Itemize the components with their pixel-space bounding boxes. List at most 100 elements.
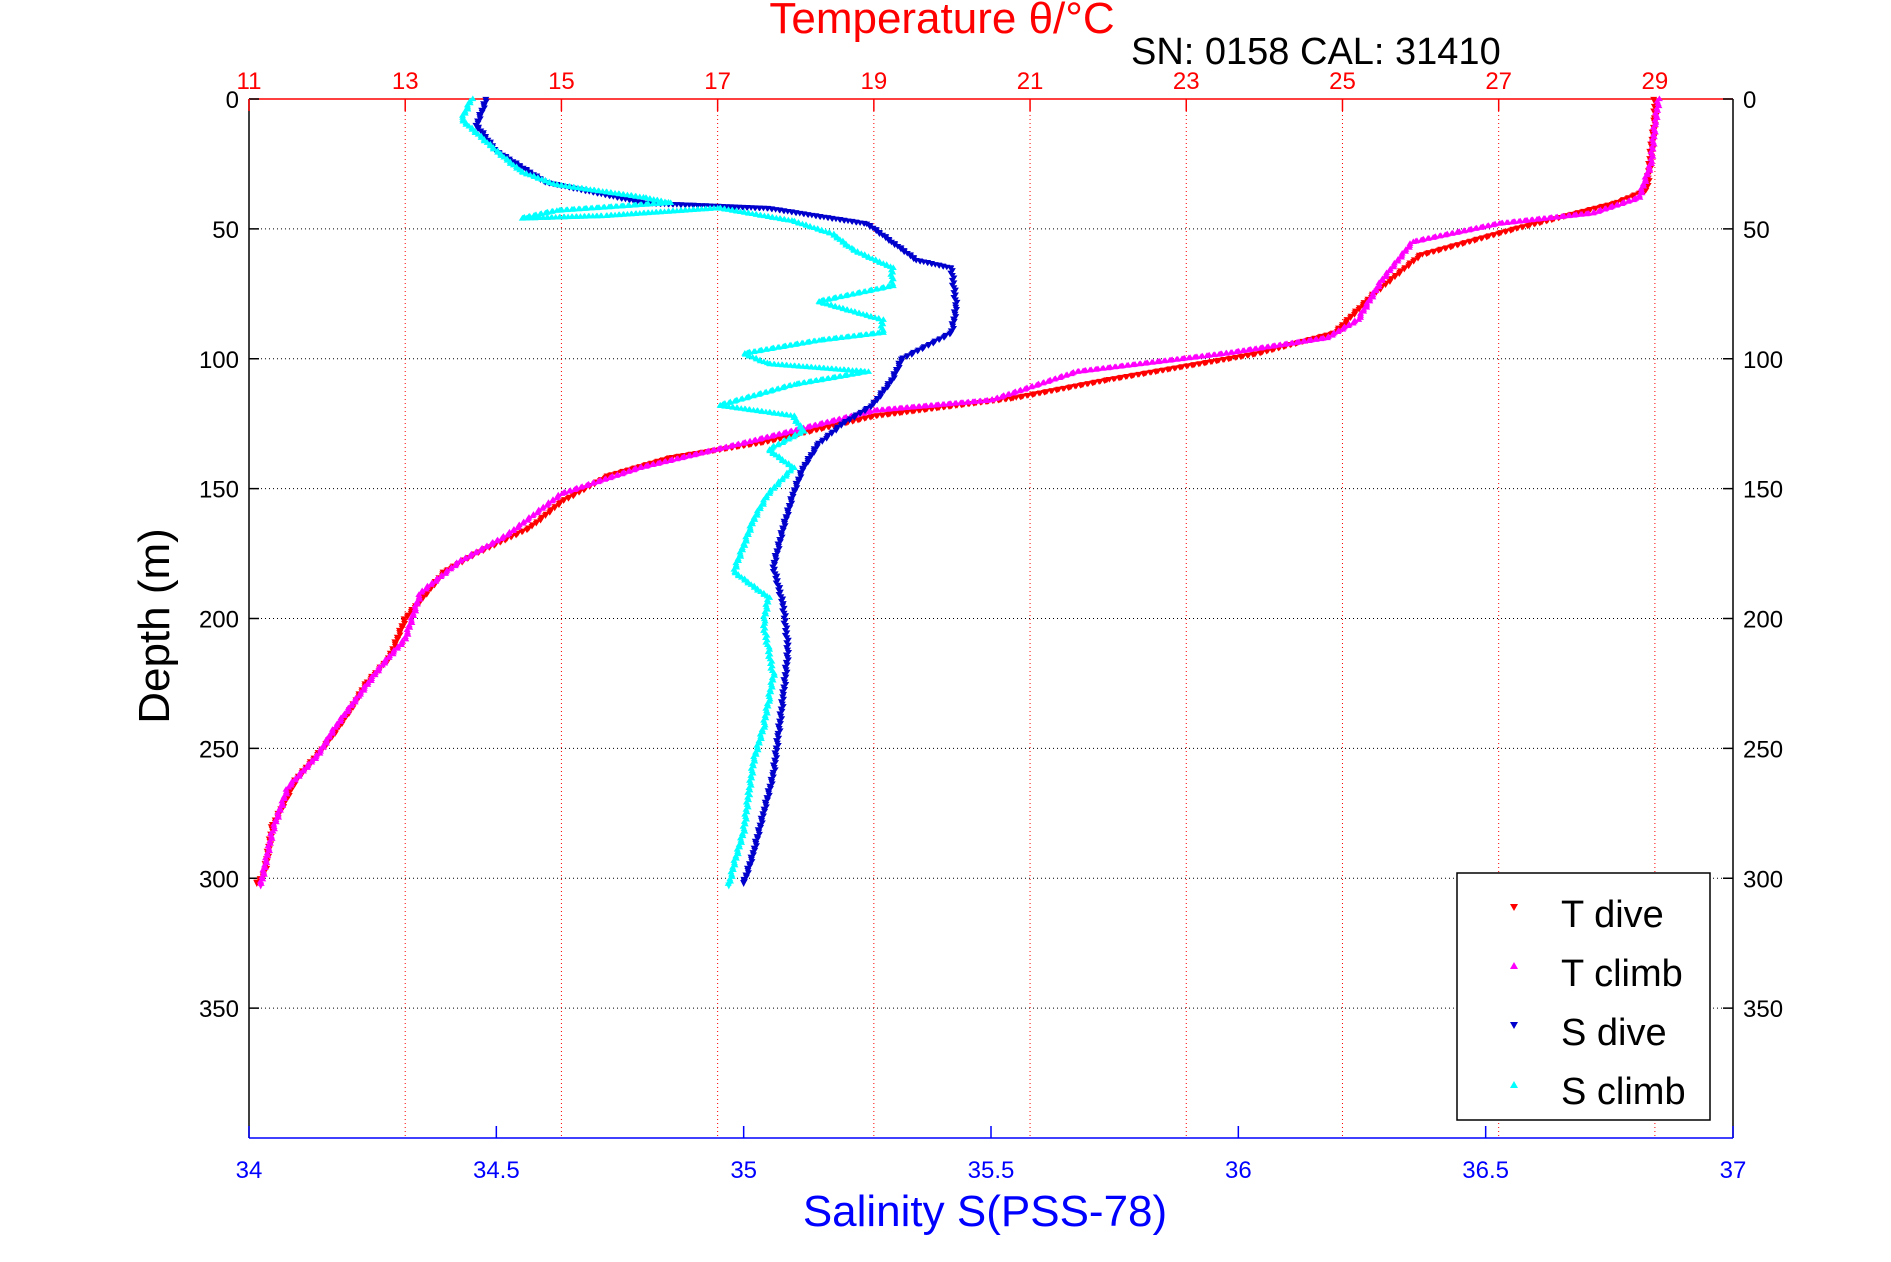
data-point [503,531,511,538]
data-point [1244,346,1252,353]
data-point [1552,213,1560,220]
data-point [630,201,638,208]
data-point [1410,258,1418,265]
data-point [427,581,435,587]
data-point [786,342,794,348]
series-s-climb [458,95,897,890]
data-point [636,201,644,208]
data-point [1190,353,1198,360]
data-point [878,406,886,413]
data-point [476,547,484,553]
data-point [624,468,632,474]
x-top-tick-label: 21 [1017,68,1044,95]
data-point [551,505,559,512]
data-point [779,439,787,445]
data-point [282,788,290,795]
data-point [280,793,288,799]
data-point [1589,209,1597,216]
data-point [1067,370,1075,377]
data-point [834,416,842,422]
data-point [773,385,781,392]
data-point [818,439,826,445]
data-point [761,721,769,728]
data-point [589,480,597,486]
data-point [853,370,861,376]
data-point [1347,315,1355,322]
data-point [826,229,834,236]
data-point [461,555,469,562]
data-point [813,444,821,450]
data-point [1545,214,1553,221]
data-point [553,207,561,213]
data-point [562,206,570,213]
data-point [765,643,773,650]
data-point [1540,215,1548,221]
data-point [580,205,588,211]
data-point [1390,263,1398,270]
data-point [828,431,836,437]
data-point [482,543,490,550]
data-point [739,440,747,446]
data-point [778,476,786,483]
data-point [874,329,882,336]
data-point [975,397,983,404]
data-point [402,635,410,642]
data-point [541,209,549,216]
data-point [533,509,541,516]
data-point [1293,339,1301,345]
data-point [841,292,849,299]
legend-box [1456,872,1711,1121]
data-point [1601,205,1609,212]
data-point [606,474,614,481]
data-point [291,776,299,783]
data-point [403,626,411,633]
data-point [750,437,758,443]
data-point [528,523,536,530]
data-point [792,426,800,433]
data-point [1465,226,1473,233]
data-point [519,520,527,526]
data-point [1382,282,1390,288]
data-point [1148,359,1156,365]
data-point [1021,385,1029,392]
data-point [1044,378,1052,384]
data-point [1409,238,1417,244]
data-point [803,339,811,345]
data-point [548,497,556,504]
data-point [1004,391,1012,398]
data-point [810,422,818,428]
chart-title: Temperature θ/°C [769,0,1114,43]
data-point [841,372,849,379]
data-point [830,335,838,341]
data-point [785,382,793,389]
data-point [860,288,868,295]
y-tick-label-right: 0 [1743,87,1756,114]
data-point [877,285,885,291]
data-point [1215,350,1223,357]
data-point [774,441,782,448]
data-point [823,375,831,381]
data-point [811,377,819,384]
data-point [451,562,459,569]
data-point [543,502,551,508]
series-t-climb [256,95,1663,890]
data-point [1027,383,1035,390]
data-point [1039,379,1047,386]
data-point [642,201,650,207]
data-point [1104,364,1112,371]
data-point [714,445,722,452]
data-point [393,645,401,651]
data-point [548,208,556,214]
data-point [742,394,750,401]
data-point [618,470,626,477]
data-point [1436,232,1444,239]
data-point [859,369,867,375]
data-point [737,395,745,402]
data-point [344,708,352,715]
data-point [817,376,825,383]
data-point [282,786,290,792]
data-point [880,388,888,395]
data-point [873,397,881,404]
data-point [766,695,774,702]
